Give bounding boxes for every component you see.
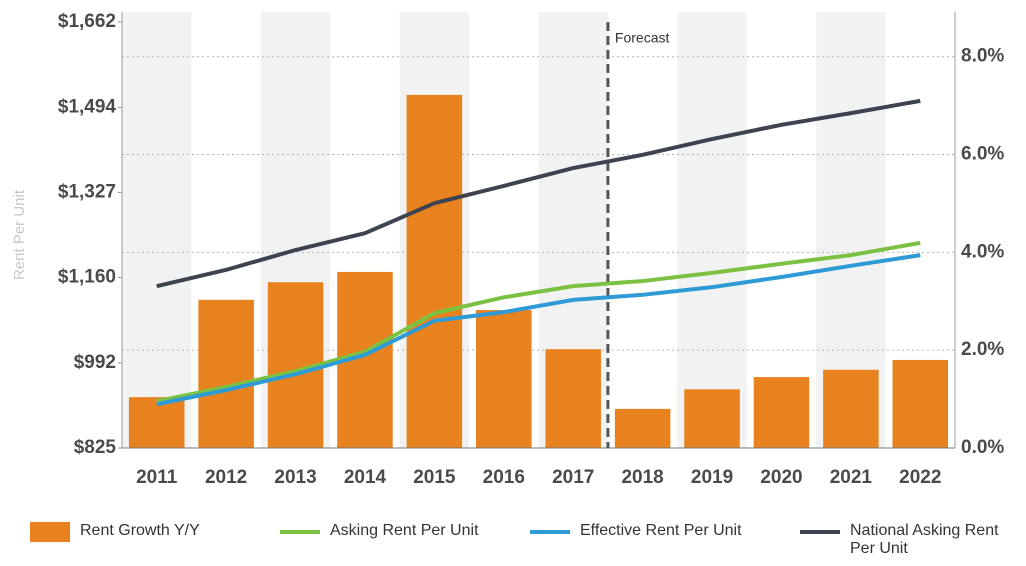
line-series (156, 98, 921, 289)
bar (128, 397, 185, 448)
bar (545, 349, 601, 448)
bar (476, 310, 532, 448)
chart: Rent Per Unit $825 $992 $1,160 $1,327 $1,494… (11, 11, 1004, 488)
legend-label: Effective Rent Per Unit (580, 522, 742, 539)
x-tick-label: 2021 (830, 467, 873, 488)
legend-swatch (800, 530, 840, 534)
legend: Rent Growth Y/Y Asking Rent Per Unit Effec… (30, 522, 1020, 566)
legend-item: National Asking Rent Per Unit (800, 522, 1020, 558)
legend-item: Rent Growth Y/Y (30, 522, 280, 542)
x-tick-label: 2014 (344, 467, 387, 488)
legend-swatch (30, 522, 70, 542)
bar (198, 299, 254, 448)
x-tick-label: 2011 (136, 467, 178, 488)
x-tick-label: 2017 (552, 467, 594, 488)
legend-label: Asking Rent Per Unit (330, 522, 479, 539)
y-tick-label: $1,160 (58, 267, 116, 288)
y2-tick-label: 6.0% (961, 144, 1004, 165)
bar (406, 94, 463, 449)
forecast-label: Forecast (615, 30, 670, 46)
y2-tick-label: 2.0% (961, 339, 1004, 360)
x-tick-label: 2015 (413, 467, 456, 488)
legend-item: Asking Rent Per Unit (280, 522, 530, 540)
legend-label: National Asking Rent Per Unit (850, 522, 999, 557)
legend-swatch (280, 530, 320, 534)
legend-item: Effective Rent Per Unit (530, 522, 800, 540)
x-tick-label: 2012 (205, 467, 247, 488)
line-series (156, 240, 921, 404)
column-band (122, 12, 192, 448)
x-tick-label: 2020 (760, 467, 802, 488)
y-tick-label: $1,494 (58, 97, 117, 118)
x-tick-label: 2016 (483, 467, 525, 488)
y2-tick-label: 8.0% (961, 46, 1004, 67)
x-tick-label: 2019 (691, 467, 733, 488)
y2-tick-label: 0.0% (961, 437, 1004, 458)
y2-tick-label: 4.0% (961, 241, 1004, 262)
x-tick-label: 2013 (274, 467, 316, 488)
y-tick-label: $825 (74, 437, 117, 458)
bar (823, 369, 879, 448)
line-series (156, 253, 921, 407)
bar (614, 408, 671, 448)
bar (684, 389, 740, 448)
column-band (677, 12, 747, 448)
x-tick-label: 2018 (621, 467, 663, 488)
y-axis-label: Rent Per Unit (11, 189, 28, 280)
y-tick-label: $992 (74, 352, 116, 373)
legend-swatch (530, 530, 570, 534)
y-tick-label: $1,327 (58, 182, 116, 203)
y-tick-label: $1,662 (58, 11, 116, 32)
bar (753, 377, 810, 448)
bar (892, 359, 949, 448)
legend-label: Rent Growth Y/Y (80, 522, 200, 539)
x-tick-label: 2022 (899, 467, 941, 488)
